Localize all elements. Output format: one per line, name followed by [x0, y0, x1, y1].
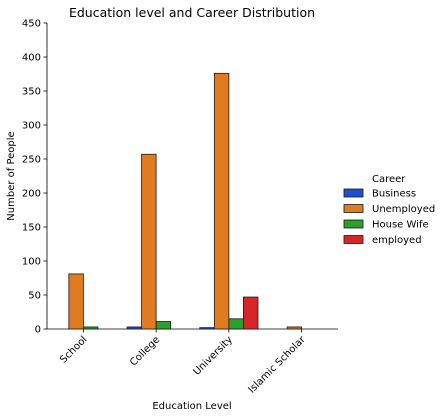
bars — [68, 72, 303, 330]
bar-employed — [243, 296, 259, 330]
y-tick-label: 450 — [22, 19, 41, 30]
legend-swatch — [343, 188, 364, 198]
y-tick-label: 0 — [35, 325, 41, 336]
x-axis-label: Education Level — [152, 401, 231, 412]
y-tick-label: 350 — [22, 87, 41, 98]
legend-swatch — [343, 235, 364, 244]
bar-house-wife — [155, 321, 172, 330]
legend-title: Career — [372, 174, 406, 185]
legend-label: employed — [372, 235, 422, 246]
y-axis-label: Number of People — [6, 131, 17, 220]
x-tick-label: Islamic Scholar — [247, 334, 309, 396]
y-tick-label: 100 — [22, 257, 41, 268]
bar-house-wife — [82, 326, 99, 330]
bar-unemployed — [286, 326, 303, 330]
x-tick-label: University — [192, 334, 236, 378]
legend-label: Unemployed — [372, 204, 435, 215]
legend-label: House Wife — [372, 220, 429, 231]
legend-swatch — [343, 219, 364, 229]
y-axis: 0 50 100 150 200 250 300 350 400 450 — [22, 19, 48, 336]
y-tick-label: 50 — [28, 291, 41, 302]
y-tick-label: 300 — [22, 121, 41, 132]
legend: Career Business Unemployed House Wife emplo… — [343, 174, 435, 246]
bar-unemployed — [213, 72, 230, 330]
legend-label: Business — [372, 189, 416, 200]
x-tick-label: College — [128, 334, 162, 368]
bar-business — [199, 327, 215, 330]
y-tick-label: 200 — [22, 189, 41, 200]
bar-unemployed — [141, 153, 157, 330]
y-tick-label: 400 — [22, 53, 41, 64]
x-tick-label: School — [58, 334, 89, 365]
legend-swatch — [343, 204, 364, 213]
x-axis: School College University Islamic Scholar — [47, 328, 338, 396]
bar-house-wife — [228, 318, 244, 330]
y-tick-label: 250 — [22, 155, 41, 166]
y-tick-label: 150 — [22, 223, 41, 234]
bar-unemployed — [68, 273, 84, 330]
bar-business — [126, 326, 142, 330]
chart-title: Education level and Career Distribution — [69, 5, 315, 20]
